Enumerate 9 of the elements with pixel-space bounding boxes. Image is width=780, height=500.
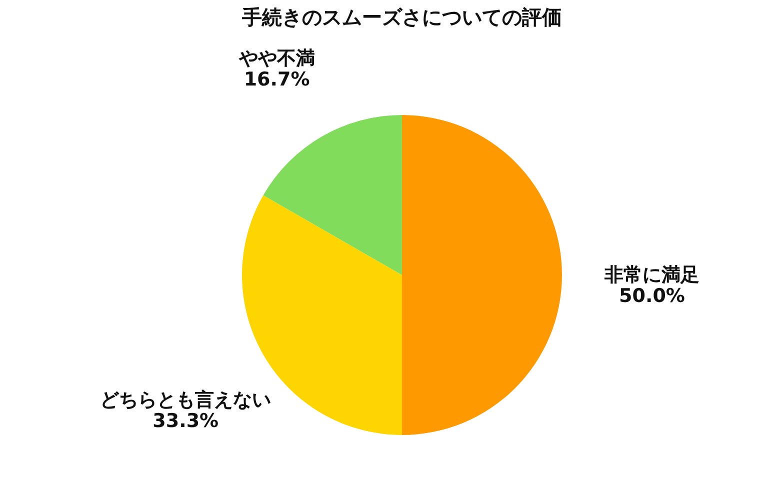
- slice-label: やや不満: [238, 48, 315, 70]
- data-label: 16.7%: [244, 68, 310, 91]
- data-label: 50.0%: [619, 285, 685, 307]
- chart-title: 手続きのスムーズさについての評価: [241, 5, 562, 29]
- pie-slice: [263, 115, 402, 275]
- slice-label: 非常に満足: [604, 264, 700, 286]
- pie-slice: [402, 115, 562, 435]
- slice-label: どちらとも言えない: [100, 389, 272, 412]
- data-label: 33.3%: [152, 410, 219, 432]
